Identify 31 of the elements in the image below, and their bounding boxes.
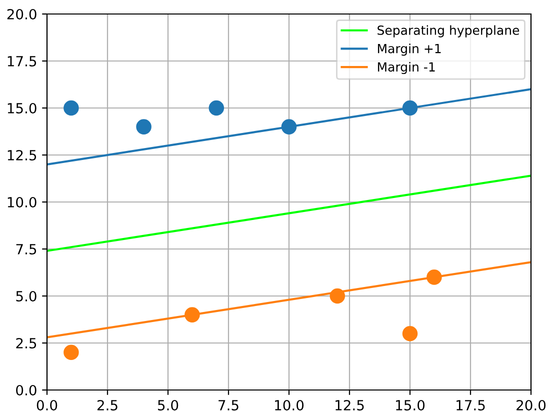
legend-label: Separating hyperplane [378,25,520,38]
y-tick-label: 17.5 [8,56,36,66]
x-tick-label: 17.5 [456,400,485,410]
x-tick-label: 15.0 [396,400,425,410]
x-tick-label: 12.5 [336,400,364,410]
y-tick-label: 10.0 [8,196,36,208]
y-tick-label: 0.0 [16,384,36,396]
point [281,119,297,134]
x-tick-label: 10.0 [275,400,304,410]
y-tick-label: 5.0 [16,290,36,302]
point [402,326,418,342]
point [136,119,152,134]
point [330,288,346,304]
y-tick-label: 7.5 [16,244,36,254]
x-tick-label: 2.5 [97,400,118,410]
y-tick-label: 2.5 [16,338,36,348]
point [208,100,224,116]
y-tick-label: 15.0 [8,102,36,114]
point [64,100,79,116]
x-tick-label: 7.5 [218,400,238,410]
point [402,100,418,116]
legend-label: Margin +1 [378,44,441,56]
point [426,270,442,285]
point [64,344,79,360]
point [184,307,200,322]
legend-label: Margin -1 [378,62,435,74]
x-tick-label: 0.0 [36,400,58,410]
y-tick-label: 20.0 [7,8,36,20]
y-tick-label: 12.5 [8,150,36,160]
x-tick-label: 20.0 [516,400,546,410]
x-tick-label: 5.0 [158,400,178,410]
